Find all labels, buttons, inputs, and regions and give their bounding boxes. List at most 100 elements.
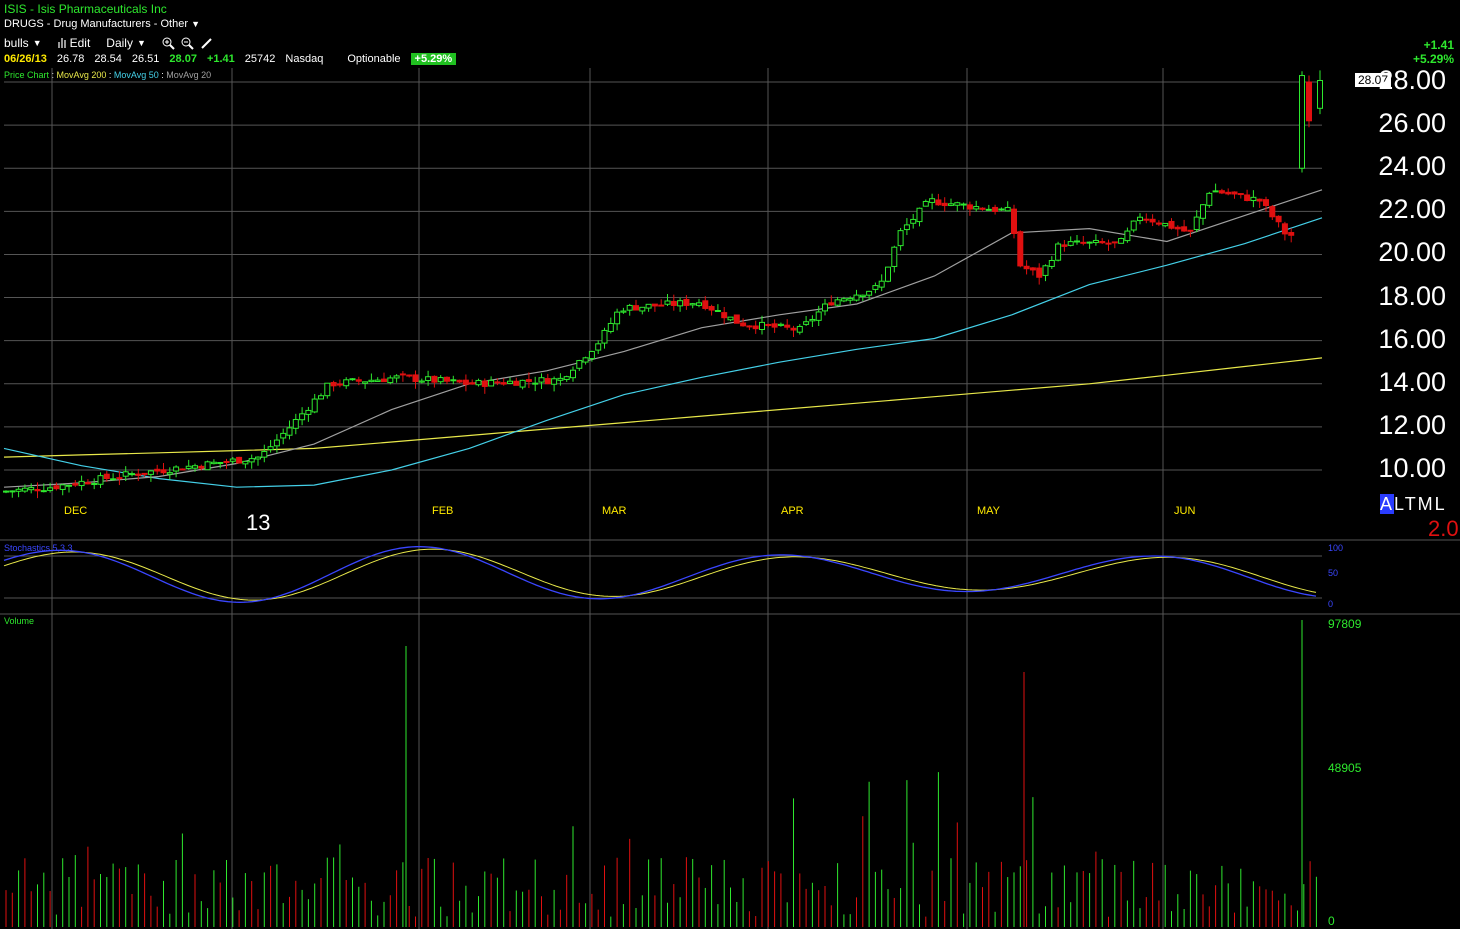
candle-body [406, 374, 413, 377]
volume-pane [5, 620, 1317, 927]
candle-body [343, 379, 350, 387]
candle-body [393, 375, 400, 379]
candle-body [210, 461, 217, 465]
industry-selector[interactable]: DRUGS - Drug Manufacturers - Other ▼ [4, 18, 200, 30]
candle-body [1225, 191, 1232, 195]
candle-body [273, 439, 280, 447]
bar-chart-icon [57, 38, 66, 48]
candle-body [418, 380, 425, 383]
ma20-label[interactable]: MovAvg 20 [166, 70, 212, 80]
chart-grid [0, 68, 1460, 929]
candle-body [708, 306, 715, 311]
symbol-title[interactable]: ISIS - Isis Pharmaceuticals Inc [4, 2, 167, 16]
quote-volume: 25742 [244, 53, 276, 65]
candle-body [891, 246, 898, 267]
candle-body [311, 398, 318, 413]
candle-body [374, 379, 381, 382]
quote-date: 06/26/13 [4, 53, 47, 65]
candle-body [1244, 194, 1251, 202]
candle-body [1288, 232, 1295, 236]
candle-body [777, 323, 784, 326]
candle-body [141, 472, 148, 475]
candle-body [1174, 226, 1181, 230]
candle-body [475, 379, 482, 386]
candle-body [91, 483, 98, 486]
stochastics-title: Stochastics 5,3,3 [4, 543, 73, 553]
candle-body [985, 208, 992, 211]
candle-body [658, 304, 665, 307]
candle-body [507, 380, 513, 384]
candle-body [28, 487, 35, 491]
candle-body [1105, 242, 1112, 245]
candle-body [349, 378, 356, 381]
month-label: DEC [64, 505, 88, 517]
candle-body [803, 321, 810, 325]
candle-body [160, 469, 167, 474]
candle-body [998, 208, 1005, 211]
candle-body [110, 478, 117, 481]
candle-body [1281, 223, 1288, 235]
candle-body [362, 381, 369, 384]
candle-body [192, 465, 198, 469]
candle-body [601, 329, 608, 344]
candle-body [481, 380, 488, 387]
candle-body [1011, 208, 1017, 234]
candle-body [859, 294, 866, 298]
candle-body [425, 376, 432, 382]
candle-body [683, 298, 690, 306]
zoom-out-button[interactable] [181, 37, 194, 50]
chevron-down-icon: ▼ [32, 38, 42, 48]
candle-body [910, 218, 917, 224]
candle-body [1250, 196, 1257, 202]
period-dropdown[interactable]: Daily ▼ [106, 36, 146, 50]
list-dropdown[interactable]: bulls ▼ [4, 36, 42, 50]
candle-body [21, 487, 28, 492]
candle-body [1269, 206, 1276, 218]
candle-body [242, 460, 249, 465]
zoom-in-button[interactable] [162, 37, 175, 50]
pct-change-badge: +5.29% [410, 53, 457, 65]
candle-body [1299, 75, 1305, 169]
month-label: FEB [432, 505, 454, 517]
month-label: MAR [602, 505, 627, 517]
candle-body [651, 303, 658, 307]
top-right-change: +1.41 +5.29% [1413, 38, 1454, 66]
price-tick-label: 26.00 [1378, 108, 1446, 139]
quote-exchange: Nasdaq [285, 53, 324, 65]
ma50-label[interactable]: MovAvg 50 [113, 70, 159, 80]
candle-body [3, 490, 9, 493]
candle-body [1086, 241, 1093, 244]
candle-body [822, 303, 828, 312]
candle-body [1275, 215, 1282, 223]
candle-body [500, 382, 507, 385]
candle-body [292, 418, 299, 429]
price-tick-label: 28.00 [1378, 65, 1446, 95]
candle-body [1042, 265, 1049, 276]
chevron-down-icon: ▼ [136, 38, 146, 48]
candle-body [576, 360, 583, 369]
candle-body [639, 306, 646, 312]
edit-button[interactable]: Edit [57, 36, 90, 50]
candle-body [122, 471, 129, 477]
candle-body [897, 230, 904, 247]
quote-low: 26.51 [131, 53, 160, 65]
candle-body [47, 487, 54, 491]
candle-body [670, 300, 677, 306]
candle-body [324, 382, 331, 397]
candle-body [563, 376, 570, 380]
candle-body [696, 302, 702, 306]
price-tick-label: 20.00 [1378, 237, 1446, 268]
ma200-label[interactable]: MovAvg 200 [56, 70, 107, 80]
candle-body [72, 483, 79, 486]
candle-body [185, 465, 192, 469]
price-chart-label[interactable]: Price Chart [4, 70, 50, 80]
candle-body [525, 379, 532, 382]
axis-tick-label: 0 [1328, 914, 1335, 928]
candle-body [759, 321, 765, 331]
candle-body [664, 300, 671, 305]
last-price-tag: 28.07 [1354, 72, 1393, 88]
candle-body [809, 318, 816, 322]
candle-body [948, 203, 954, 206]
draw-tool-button[interactable] [200, 37, 213, 50]
